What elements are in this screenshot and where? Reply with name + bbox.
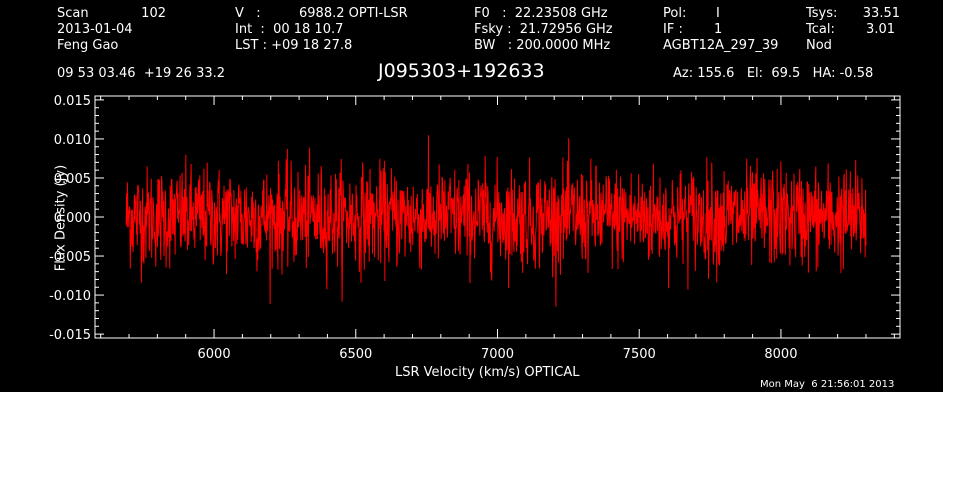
spectrum-chart: 6000 6500 7000 7500 8000 -0.015 -0.010 -0.005 0.… — [49, 94, 901, 362]
integration-time: Int : 00 18 10.7 — [235, 22, 344, 37]
observing-mode: Nod — [806, 38, 832, 53]
if-value: 1 — [714, 22, 723, 37]
polarization-value: I — [716, 6, 720, 21]
if-label: IF : — [663, 22, 683, 37]
tsys-label: Tsys: — [806, 6, 838, 21]
x-axis-label: LSR Velocity (km/s) OPTICAL — [395, 365, 580, 380]
lst-value: LST : +09 18 27.8 — [235, 38, 353, 53]
y-tick-label: -0.015 — [49, 328, 91, 343]
y-tick-label: 0.005 — [54, 172, 91, 187]
tick-layer: 6000 6500 7000 7500 8000 -0.015 -0.010 -0.005 0.… — [49, 94, 900, 362]
observer-name: Feng Gao — [57, 38, 119, 53]
rest-frequency: F0 : 22.23508 GHz — [474, 6, 608, 21]
project-id: AGBT12A_297_39 — [663, 38, 779, 53]
tcal-label: Tcal: — [806, 22, 835, 37]
velocity-value: 6988.2 OPTI-LSR — [299, 6, 408, 21]
source-coordinates: 09 53 03.46 +19 26 33.2 — [57, 66, 226, 81]
x-tick-label: 6500 — [339, 347, 372, 362]
polarization-label: Pol: — [663, 6, 687, 21]
observation-date: 2013-01-04 — [57, 22, 133, 37]
x-tick-label: 8000 — [764, 347, 797, 362]
bandwidth: BW : 200.0000 MHz — [474, 38, 611, 53]
x-tick-label: 6000 — [198, 347, 231, 362]
sky-frequency: Fsky : 21.72956 GHz — [474, 22, 613, 37]
y-tick-label: 0.010 — [54, 133, 91, 148]
spectrum-series-line — [125, 135, 867, 307]
scan-label: Scan — [57, 6, 89, 21]
series-layer — [125, 135, 867, 307]
y-tick-label: -0.005 — [49, 250, 91, 265]
y-tick-label: -0.010 — [49, 289, 91, 304]
x-tick-label: 7000 — [481, 347, 514, 362]
y-tick-label: 0.015 — [54, 94, 91, 109]
az-el-ha: Az: 155.6 El: 69.5 HA: -0.58 — [673, 66, 874, 81]
velocity-label: V : — [235, 6, 261, 21]
tsys-value: 33.51 — [862, 6, 900, 21]
scan-value: 102 — [141, 6, 166, 21]
plot-timestamp: Mon May 6 21:56:01 2013 — [760, 379, 895, 390]
source-name: J095303+192633 — [378, 60, 545, 82]
tcal-value: 3.01 — [866, 22, 895, 37]
y-tick-label: 0.000 — [54, 211, 91, 226]
x-tick-label: 7500 — [623, 347, 656, 362]
